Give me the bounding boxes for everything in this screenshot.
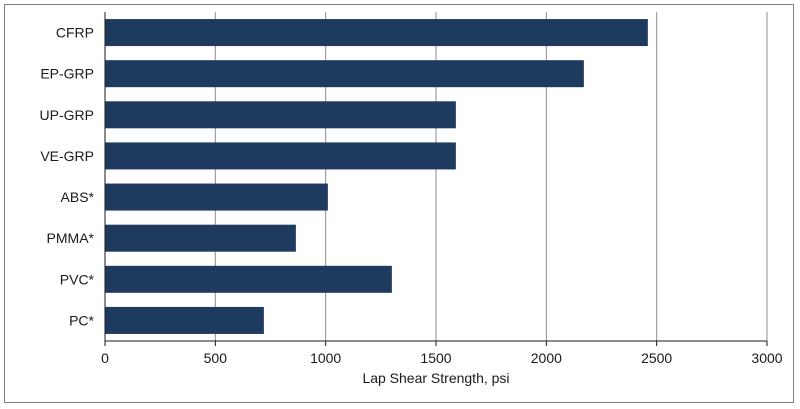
bar-pvc [105,265,392,293]
x-tick-label: 1000 [310,350,341,366]
bar-pc [105,306,264,334]
category-label: CFRP [56,25,94,41]
x-tick-label: 2000 [531,350,562,366]
category-label: VE-GRP [40,148,94,164]
x-tick-label: 2500 [641,350,672,366]
category-label: PC* [69,312,94,328]
x-tick-label: 1500 [420,350,451,366]
category-label: ABS* [61,189,95,205]
bars [105,19,648,334]
x-axis-title: Lap Shear Strength, psi [362,370,509,386]
bar-up-grp [105,101,456,129]
x-tick-label: 3000 [751,350,782,366]
bar-ep-grp [105,60,584,88]
x-axis: 0 500 1000 1500 2000 2500 3000 [101,12,783,366]
x-tick-label: 0 [101,350,109,366]
bar-cfrp [105,19,648,47]
category-label: EP-GRP [40,66,94,82]
x-tick-label: 500 [204,350,228,366]
category-label: PMMA* [47,230,95,246]
bar-pmma [105,224,296,252]
bar-abs [105,183,328,211]
category-label: PVC* [60,271,95,287]
category-label: UP-GRP [40,107,94,123]
bar-ve-grp [105,142,456,170]
category-labels: CFRP EP-GRP UP-GRP VE-GRP ABS* PMMA* PVC* PC* [40,25,95,329]
